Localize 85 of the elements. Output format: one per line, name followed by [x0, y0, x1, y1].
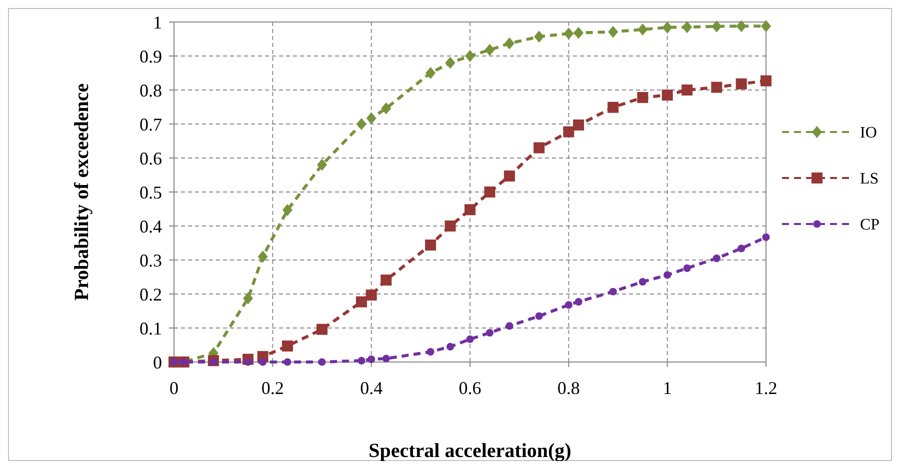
point	[504, 170, 515, 182]
point	[761, 20, 771, 32]
point	[574, 26, 584, 39]
point	[662, 90, 673, 101]
point	[506, 322, 514, 330]
point	[711, 82, 722, 93]
y-tick-label: 0.5	[140, 182, 162, 202]
point	[425, 240, 436, 251]
y-tick-label: 0.2	[140, 284, 162, 304]
point	[282, 204, 292, 216]
point	[682, 21, 692, 34]
point	[534, 142, 545, 154]
point	[381, 102, 392, 114]
x-tick-label: 0.8	[557, 378, 580, 398]
point	[664, 271, 672, 279]
point	[534, 30, 544, 43]
x-tick-label: 1	[662, 378, 672, 398]
legend-label: LS	[860, 170, 879, 188]
point	[426, 67, 436, 79]
point	[258, 250, 268, 263]
point	[282, 340, 293, 352]
legend-label: IO	[860, 124, 877, 142]
point	[366, 112, 376, 124]
point	[380, 274, 392, 286]
point	[446, 342, 454, 350]
y-tick-label: 0.4	[140, 216, 162, 236]
point	[368, 355, 376, 364]
y-tick-label: 0.1	[140, 318, 162, 338]
point	[382, 354, 390, 362]
y-tick-label: 0.9	[140, 46, 162, 66]
point	[426, 348, 434, 356]
point	[712, 254, 720, 262]
x-tick-label: 0.6	[458, 378, 482, 398]
point	[738, 244, 746, 252]
point	[564, 301, 572, 309]
y-axis-title: Probability of exceedence	[71, 83, 93, 301]
point	[484, 186, 496, 198]
point	[608, 26, 618, 38]
y-tick-label: 0.8	[140, 80, 162, 100]
x-tick-label: 0.4	[360, 378, 383, 398]
y-tick-label: 0.7	[140, 114, 162, 134]
point	[638, 278, 646, 286]
point	[608, 102, 619, 113]
y-tick-label: 0.3	[140, 250, 162, 270]
point	[760, 75, 772, 86]
point	[366, 290, 377, 301]
point	[637, 92, 648, 103]
x-tick-label: 0	[170, 378, 178, 398]
point	[466, 335, 474, 344]
point	[284, 358, 292, 366]
point	[444, 220, 456, 232]
point	[573, 120, 584, 131]
point	[356, 118, 366, 130]
point	[736, 20, 746, 32]
point	[563, 126, 574, 138]
point	[535, 312, 543, 320]
point	[484, 44, 495, 56]
point	[504, 37, 514, 50]
point	[358, 356, 366, 364]
point	[574, 298, 582, 306]
point	[259, 358, 267, 366]
point	[445, 56, 456, 69]
point	[243, 292, 253, 304]
point	[464, 204, 476, 216]
point	[609, 288, 617, 296]
y-tick-label: 0.6	[140, 148, 162, 168]
y-tick-label: 0	[153, 352, 162, 372]
point	[712, 20, 722, 32]
point	[465, 50, 475, 62]
point	[736, 78, 747, 90]
point	[318, 358, 326, 366]
point	[682, 84, 693, 96]
point	[638, 23, 648, 36]
point	[316, 324, 328, 335]
point	[486, 328, 494, 337]
point	[356, 296, 367, 308]
point	[564, 28, 574, 40]
legend-label: CP	[860, 216, 880, 234]
point	[683, 264, 691, 272]
point	[762, 233, 770, 242]
x-tick-label: 1.2	[754, 378, 778, 398]
y-tick-label: 1	[153, 12, 162, 32]
point	[317, 158, 327, 171]
point	[662, 21, 672, 34]
x-tick-label: 0.2	[261, 378, 284, 398]
